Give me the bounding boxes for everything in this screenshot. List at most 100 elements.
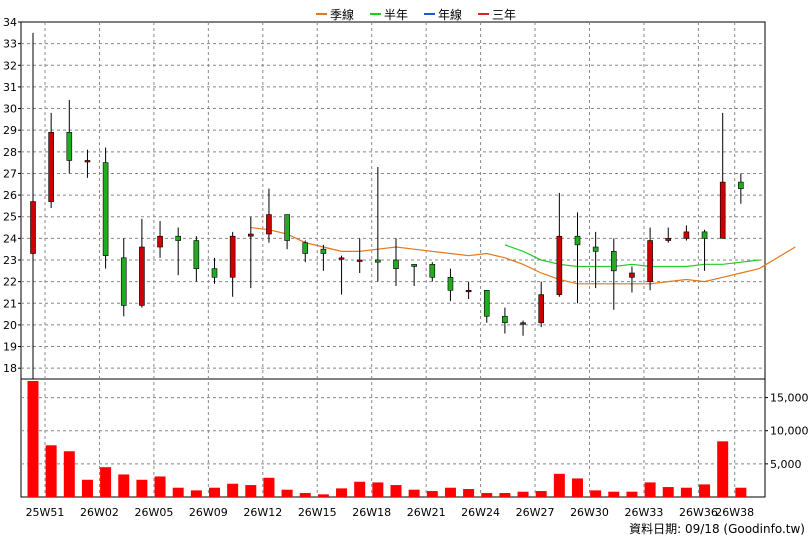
candle-body <box>502 315 508 324</box>
price-tick-label: 32 <box>3 59 17 72</box>
price-tick-label: 23 <box>3 254 17 267</box>
time-tick-label: 26W12 <box>243 506 282 519</box>
candle-body <box>574 235 581 246</box>
volume-bars <box>27 381 747 497</box>
candle-body <box>683 231 690 239</box>
candle-body <box>266 214 272 235</box>
axes: 18 19 20 21 22 23 24 25 26 27 28 29 30 31 32 33 34 25W51 2… <box>3 16 808 519</box>
volume-bar <box>463 489 475 497</box>
volume-bar <box>608 491 620 497</box>
candle-body <box>248 233 254 237</box>
volume-bar <box>136 479 148 497</box>
candle-body <box>320 248 327 254</box>
candle-body <box>284 214 290 241</box>
candle-body <box>429 264 436 278</box>
volume-bar <box>535 491 547 497</box>
candle-body <box>719 181 726 239</box>
volume-bar <box>426 491 438 497</box>
volume-bar <box>481 493 493 497</box>
price-tick-label: 18 <box>3 362 17 375</box>
volume-tick-label: 10,000 <box>770 425 808 438</box>
price-tick-label: 28 <box>3 146 17 159</box>
price-tick-label: 21 <box>3 297 17 310</box>
candle-body <box>48 132 54 202</box>
volume-bar <box>662 487 674 497</box>
candle-body <box>483 289 490 317</box>
candle-body <box>647 240 653 282</box>
time-tick-label: 26W05 <box>134 506 173 519</box>
time-tick-label: 26W30 <box>570 506 609 519</box>
time-tick-label: 26W24 <box>461 506 500 519</box>
candle-body <box>665 238 672 241</box>
volume-plot-area <box>20 378 766 498</box>
price-tick-label: 20 <box>3 319 17 332</box>
volume-bar <box>245 485 257 497</box>
volume-bar <box>45 445 57 497</box>
volume-bar <box>553 473 565 497</box>
time-tick-label: 26W27 <box>516 506 555 519</box>
time-tick-label: 26W38 <box>715 506 754 519</box>
candle-body <box>592 246 599 252</box>
candle-body <box>556 235 563 295</box>
candle-body <box>193 240 200 269</box>
volume-bar <box>572 478 583 497</box>
legend: 季線 半年 年線 三年 <box>316 7 516 22</box>
candle-body <box>538 294 545 324</box>
price-tick-label: 19 <box>3 341 17 354</box>
ma-line <box>250 226 796 285</box>
volume-bar <box>81 479 93 497</box>
legend-label: 三年 <box>492 8 516 22</box>
candle-body <box>302 242 309 254</box>
footer-data-date: 資料日期: 09/18 (Goodinfo.tw) <box>629 522 805 536</box>
volume-tick-label: 5,000 <box>770 458 802 471</box>
price-tick-label: 27 <box>3 167 17 180</box>
candlesticks <box>30 32 744 379</box>
price-tick-label: 34 <box>3 16 17 29</box>
volume-bar <box>699 484 711 497</box>
time-tick-label: 25W51 <box>26 506 65 519</box>
price-tick-label: 24 <box>3 232 17 245</box>
price-tick-label: 25 <box>3 211 17 224</box>
candle-body <box>338 257 345 260</box>
candle-body <box>66 132 73 161</box>
volume-bar <box>590 490 602 497</box>
time-tick-label: 26W15 <box>298 506 337 519</box>
ma-line <box>504 244 760 268</box>
candle-body <box>393 259 399 269</box>
volume-bar <box>644 482 656 497</box>
volume-tick-label: 15,000 <box>770 392 808 405</box>
candle-body <box>610 251 617 272</box>
legend-label: 半年 <box>384 8 408 22</box>
candle-body <box>120 257 127 306</box>
candle-body <box>629 272 635 278</box>
volume-bar <box>735 487 747 497</box>
volume-bar <box>209 487 220 497</box>
volume-bar <box>172 487 184 497</box>
candle-body <box>175 235 181 241</box>
price-tick-label: 30 <box>3 103 17 116</box>
price-tick-label: 33 <box>3 38 17 51</box>
candle-body <box>211 268 218 278</box>
candle-body <box>84 160 91 163</box>
volume-bar <box>63 451 75 497</box>
candle-body <box>157 235 163 248</box>
time-tick-label: 26W09 <box>189 506 228 519</box>
price-tick-label: 29 <box>3 124 17 137</box>
price-tick-label: 31 <box>3 81 17 94</box>
volume-bar <box>227 483 239 497</box>
volume-bar <box>299 493 311 497</box>
legend-label: 季線 <box>330 7 354 22</box>
volume-bar <box>354 481 366 497</box>
time-tick-label: 26W18 <box>352 506 391 519</box>
volume-bar <box>118 474 130 497</box>
volume-bar <box>263 477 275 497</box>
volume-bar <box>372 482 384 497</box>
candle-body <box>701 231 708 239</box>
volume-bar <box>190 490 202 497</box>
volume-bar <box>444 487 456 497</box>
price-plot-area <box>20 21 766 380</box>
time-tick-label: 26W36 <box>679 506 718 519</box>
candle-body <box>102 162 109 256</box>
volume-bar <box>626 491 638 497</box>
